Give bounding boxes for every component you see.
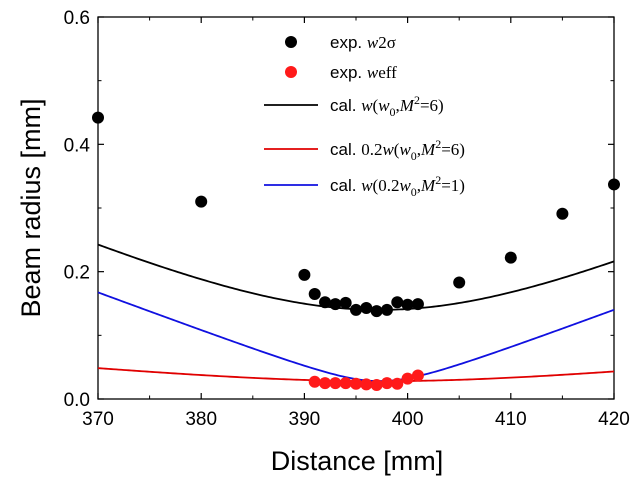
- data-point: [453, 276, 466, 289]
- x-tick-label: 410: [495, 409, 527, 430]
- x-tick-label: 420: [598, 409, 630, 430]
- data-point: [360, 378, 373, 391]
- legend-entry: cal. w(w0,M2=6): [330, 93, 444, 119]
- data-point: [401, 372, 414, 385]
- x-axis-ticks: 370 380 390 400 410 420: [82, 17, 630, 430]
- data-point: [92, 111, 104, 124]
- data-point: [329, 377, 342, 390]
- legend-entry: exp. w2σ: [330, 33, 396, 52]
- calculated-curve: [97, 243, 615, 311]
- y-axis-label: Beam radius [mm]: [16, 98, 46, 317]
- y-axis-ticks: 0.0 0.2 0.4 0.6: [64, 8, 614, 411]
- y-tick-label: 0.6: [64, 8, 90, 29]
- data-point: [411, 369, 424, 382]
- data-point: [556, 207, 569, 220]
- data-point: [391, 377, 404, 390]
- data-point: [308, 287, 321, 300]
- data-point: [339, 377, 352, 390]
- legend: exp. w2σ exp. weff cal. w(w0,M2=6) cal. 0.2…: [264, 33, 465, 199]
- y-tick-label: 0.4: [64, 135, 91, 156]
- legend-marker: [285, 36, 297, 48]
- data-point: [608, 178, 620, 191]
- data-point: [329, 298, 342, 311]
- data-point: [319, 296, 332, 309]
- x-axis-label: Distance [mm]: [271, 446, 444, 476]
- data-point: [339, 296, 352, 309]
- data-point: [380, 303, 393, 316]
- data-point: [350, 303, 362, 316]
- data-point: [391, 296, 404, 309]
- x-tick-label: 370: [82, 409, 114, 430]
- data-point: [308, 375, 321, 388]
- y-tick-label: 0.2: [64, 263, 90, 284]
- data-point: [195, 195, 208, 208]
- data-point: [504, 251, 517, 264]
- legend-marker: [285, 66, 297, 78]
- data-point: [360, 301, 373, 314]
- experimental-points: [92, 111, 620, 391]
- data-point: [319, 377, 332, 390]
- legend-entry: cal. w(0.2w0,M2=1): [330, 173, 465, 199]
- x-tick-label: 390: [289, 409, 321, 430]
- data-point: [298, 268, 311, 281]
- data-point: [370, 378, 383, 391]
- data-point: [401, 298, 414, 311]
- data-point: [370, 305, 383, 318]
- x-tick-label: 380: [185, 409, 217, 430]
- data-point: [411, 298, 424, 311]
- legend-entry: exp. weff: [330, 63, 397, 82]
- data-point: [380, 377, 393, 390]
- x-tick-label: 400: [392, 409, 424, 430]
- data-point: [350, 377, 362, 390]
- y-tick-label: 0.0: [64, 390, 90, 411]
- legend-entry: cal. 0.2w(w0,M2=6): [330, 137, 465, 163]
